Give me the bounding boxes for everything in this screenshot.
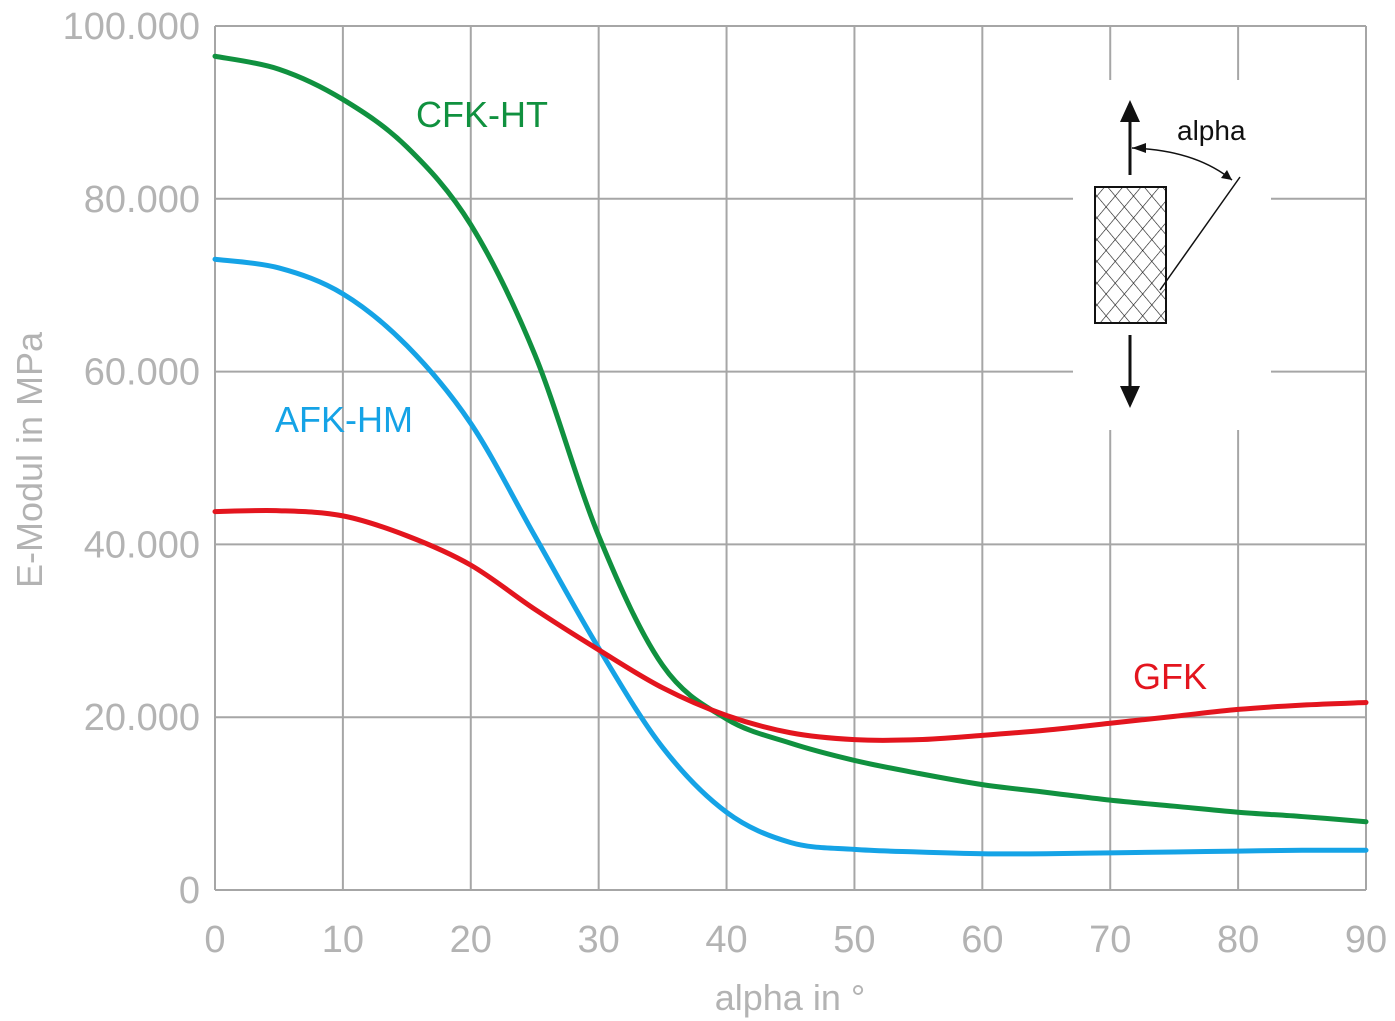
angle-arrowhead-right-icon (1221, 170, 1232, 180)
series-line-gfk (212, 508, 1369, 743)
inset-angle-label: alpha (1177, 115, 1246, 146)
y-tick-label: 60.000 (84, 352, 200, 394)
x-tick-label: 90 (1345, 919, 1387, 961)
series-label-gfk: GFK (1133, 656, 1207, 697)
x-tick-label: 40 (705, 919, 747, 961)
series-line-cfk-ht (212, 53, 1369, 825)
x-axis-label: alpha in ° (715, 977, 866, 1018)
x-tick-label: 20 (450, 919, 492, 961)
x-tick-label: 60 (961, 919, 1003, 961)
series-label-cfk-ht: CFK-HT (416, 94, 548, 135)
fiber-direction-line (1159, 176, 1241, 291)
angle-arrowhead-left-icon (1132, 143, 1146, 153)
arrow-up-head-icon (1120, 100, 1140, 122)
y-tick-label: 100.000 (63, 6, 200, 48)
y-axis-ticks: 0 20.000 40.000 60.000 80.000 100.000 (63, 6, 200, 912)
y-tick-label: 0 (179, 870, 200, 912)
fiber-angle-inset: alpha (1073, 80, 1271, 430)
x-tick-label: 80 (1217, 919, 1259, 961)
series-label-afk-hm: AFK-HM (275, 399, 413, 440)
y-tick-label: 40.000 (84, 524, 200, 566)
x-axis-ticks: 0 10 20 30 40 50 60 70 80 90 (204, 919, 1387, 961)
x-tick-label: 70 (1089, 919, 1131, 961)
x-tick-label: 0 (204, 919, 225, 961)
x-tick-label: 30 (578, 919, 620, 961)
x-tick-label: 10 (322, 919, 364, 961)
series-line-afk-hm (212, 256, 1369, 857)
arrow-down-head-icon (1120, 386, 1140, 408)
y-tick-label: 20.000 (84, 697, 200, 739)
y-axis-label: E-Modul in MPa (9, 331, 50, 588)
y-tick-label: 80.000 (84, 179, 200, 221)
series-lines (212, 53, 1369, 857)
specimen-block (1094, 186, 1167, 324)
x-tick-label: 50 (833, 919, 875, 961)
